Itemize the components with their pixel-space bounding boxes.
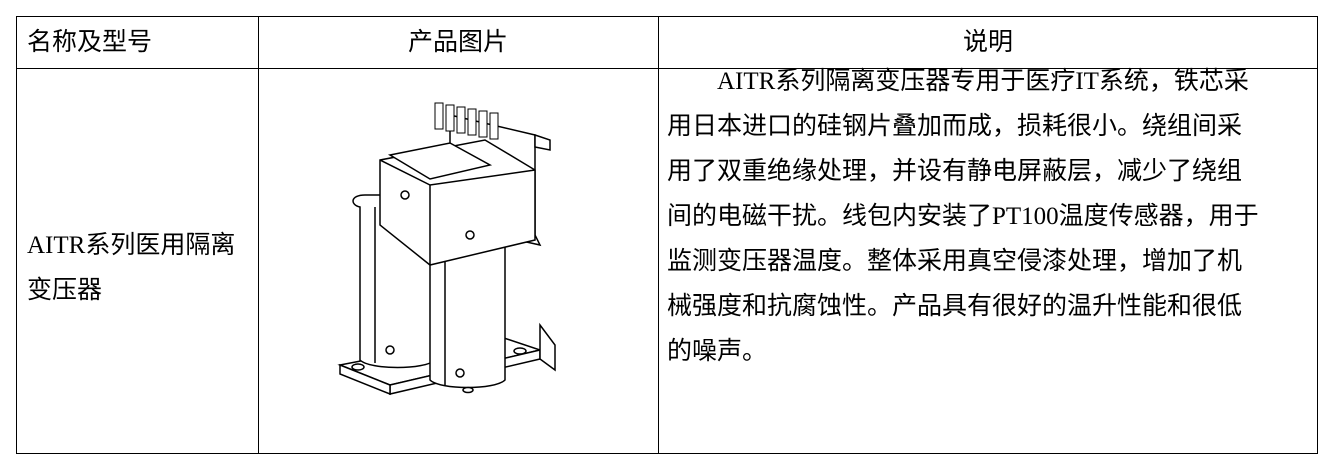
name-cell: AITR系列医用隔离 变压器 xyxy=(27,223,235,313)
text-line: 监测变压器温度。整体采用真空侵漆处理，增加了机 xyxy=(667,248,1243,275)
description-cell: AITR系列隔离变压器专用于医疗IT系统，铁芯采用日本进口的硅钢片叠加而成，损耗… xyxy=(667,59,1259,374)
text-line: 的噪声。 xyxy=(667,338,768,365)
table-border xyxy=(16,453,1318,454)
table-border xyxy=(1317,16,1318,454)
table-border xyxy=(658,16,659,454)
table-border xyxy=(16,16,17,454)
header-cell: 产品图片 xyxy=(407,29,508,56)
header-cell: 说明 xyxy=(962,29,1013,56)
table-border xyxy=(16,68,1318,69)
text-line: AITR系列医用隔离 xyxy=(27,232,236,259)
text-line: 用了双重绝缘处理，并设有静电屏蔽层，减少了绕组 xyxy=(667,158,1243,185)
product-image xyxy=(337,102,556,396)
text-line: 变压器 xyxy=(27,277,103,304)
text-line: 间的电磁干扰。线包内安装了PT100温度传感器，用于 xyxy=(667,203,1259,230)
table-border xyxy=(16,16,1318,17)
table-border xyxy=(258,16,259,454)
text-line: AITR系列隔离变压器专用于医疗IT系统，铁芯采 xyxy=(717,68,1249,95)
text-line: 用日本进口的硅钢片叠加而成，损耗很小。绕组间采 xyxy=(667,113,1243,140)
header-cell: 名称及型号 xyxy=(27,29,153,56)
text-line: 械强度和抗腐蚀性。产品具有很好的温升性能和很低 xyxy=(667,293,1243,320)
